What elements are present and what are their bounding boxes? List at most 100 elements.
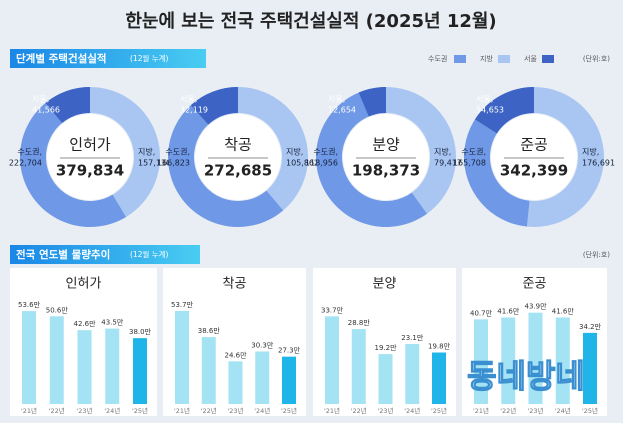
bar-value-label: 41.6만: [497, 306, 520, 315]
watermark: 동네방네: [467, 357, 585, 395]
segment-label: 지방,: [138, 147, 155, 157]
donut-title: 인허가: [69, 136, 111, 154]
donut-total: 379,834: [56, 162, 124, 180]
segment-label: 수도권,: [313, 147, 338, 157]
x-tick-label: '21년: [174, 406, 190, 415]
bar-value-label: 34.2만: [579, 322, 602, 331]
bar: [255, 351, 270, 404]
bar: [201, 337, 216, 404]
bar: [22, 311, 36, 404]
x-tick-label: '21년: [473, 406, 489, 415]
donut-total: 342,399: [500, 162, 568, 180]
donut-total: 198,373: [352, 162, 420, 180]
donut-segment: [526, 87, 604, 227]
bar: [583, 332, 597, 404]
x-tick-label: '21년: [324, 406, 340, 415]
donut-title: 준공: [520, 136, 548, 154]
donut-hole: [343, 114, 429, 200]
segment-label: 수도권,: [165, 147, 190, 157]
segment-value: 79,417: [434, 159, 462, 168]
x-tick-label: '22년: [500, 406, 516, 415]
bar-chart-title: 착공: [223, 277, 247, 292]
legend-swatch: [542, 55, 554, 63]
bar: [432, 352, 446, 404]
x-tick-label: '22년: [201, 406, 217, 415]
bar: [228, 361, 243, 404]
segment-label: 서울,: [32, 95, 49, 104]
donut-hole: [491, 114, 577, 200]
bar-chart-title: 준공: [523, 277, 547, 292]
bar: [555, 317, 570, 404]
bar: [175, 310, 189, 404]
bar: [351, 329, 366, 404]
bar-value-label: 19.8만: [428, 342, 451, 351]
segment-value: 165,708: [453, 159, 486, 168]
x-tick-label: '21년: [21, 406, 37, 415]
unit-label: (단위:호): [583, 54, 610, 63]
bar-value-label: 38.0만: [129, 327, 152, 336]
x-tick-label: '24년: [254, 406, 270, 415]
bar-value-label: 43.5만: [101, 318, 124, 327]
bar: [282, 356, 296, 404]
segment-label: 지방,: [434, 147, 451, 157]
unit-label: (단위:호): [583, 250, 610, 259]
donut-segment: [190, 87, 238, 125]
segment-value: 105,862: [286, 159, 319, 168]
legend-swatch: [498, 55, 510, 63]
bar-value-label: 53.6만: [18, 300, 41, 309]
bar-value-label: 19.2만: [374, 343, 397, 352]
segment-label: 서울,: [180, 95, 197, 104]
x-tick-label: '25년: [132, 406, 148, 415]
page-title: 한눈에 보는 전국 주택건설실적 (2025년 12월): [125, 11, 496, 32]
donut-title: 분양: [372, 136, 400, 154]
legend-label: 지방: [480, 54, 493, 63]
donut-segment: [386, 87, 456, 214]
bar: [133, 338, 147, 404]
bar-value-label: 24.6만: [224, 350, 247, 359]
bar-value-label: 41.6만: [552, 306, 575, 315]
x-tick-label: '24년: [404, 406, 420, 415]
bar: [105, 328, 120, 404]
segment-value: 32,119: [180, 106, 208, 115]
donut-segment: [45, 87, 90, 123]
segment-value: 222,704: [9, 159, 42, 168]
section-tag: [10, 49, 206, 68]
bar-chart-title: 분양: [373, 277, 397, 292]
bar: [501, 317, 516, 404]
donut-segment: [90, 87, 161, 217]
bar: [325, 316, 339, 404]
segment-value: 54,653: [476, 106, 504, 115]
bar-value-label: 33.7만: [321, 305, 344, 314]
bar: [474, 319, 488, 404]
bar-value-label: 40.7만: [470, 308, 493, 317]
section-tag: [10, 245, 200, 264]
donut-title: 착공: [224, 136, 252, 154]
segment-value: 41,566: [32, 106, 60, 115]
donut-segment: [474, 87, 534, 134]
donut-hole: [47, 114, 133, 200]
segment-label: 수도권,: [461, 147, 486, 157]
segment-value: 118,956: [305, 159, 338, 168]
x-tick-label: '23년: [76, 406, 92, 415]
bar: [378, 354, 393, 404]
segment-label: 서울,: [328, 95, 345, 104]
bar-value-label: 28.8만: [348, 318, 371, 327]
bar-value-label: 50.6만: [46, 305, 69, 314]
segment-value: 166,823: [157, 159, 190, 168]
bar: [405, 343, 420, 404]
segment-label: 지방,: [582, 147, 599, 157]
donut-segment: [168, 87, 284, 228]
x-tick-label: '24년: [104, 406, 120, 415]
legend-swatch: [454, 55, 466, 63]
segment-value: 157,130: [138, 159, 171, 168]
x-tick-label: '25년: [582, 406, 598, 415]
bar-value-label: 43.9만: [524, 302, 547, 311]
bar: [49, 316, 64, 404]
bar-value-label: 30.3만: [251, 340, 274, 349]
x-tick-label: '22년: [49, 406, 65, 415]
donut-segment: [358, 87, 386, 117]
bar: [77, 330, 92, 404]
